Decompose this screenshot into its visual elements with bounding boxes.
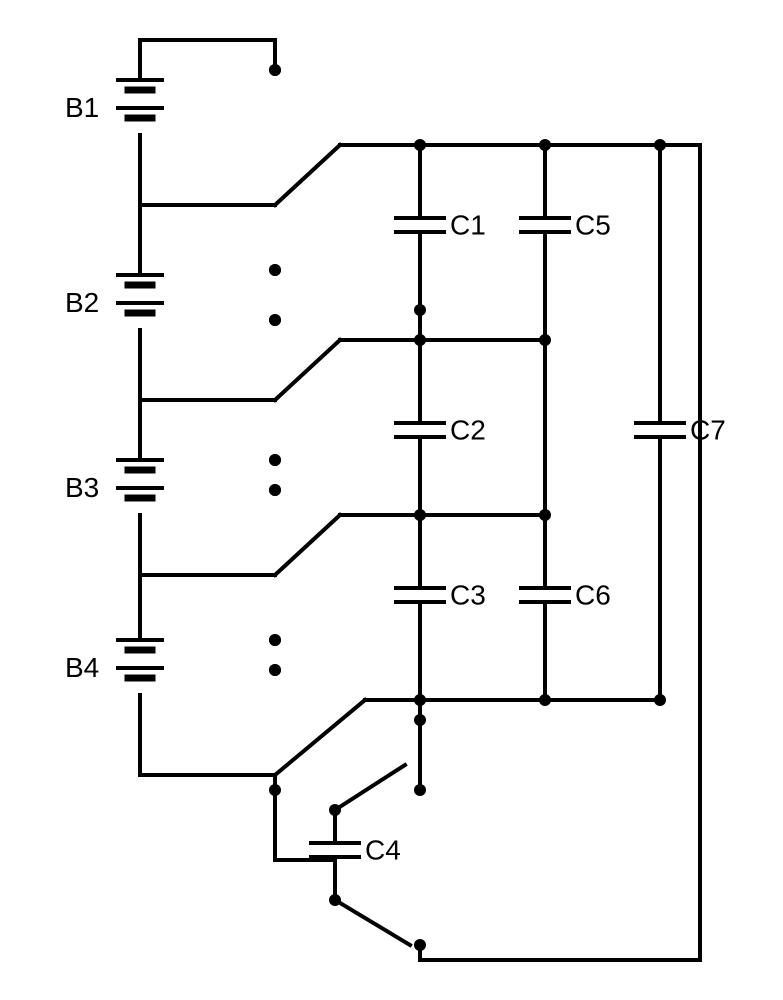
switch-6-arm (335, 900, 410, 945)
node-s3-bot (269, 634, 281, 646)
node-s1-bot (269, 264, 281, 276)
capacitor-C5-label: C5 (575, 209, 611, 240)
node-c5-bot (539, 334, 551, 346)
node-s1-top (269, 64, 281, 76)
circuit-diagram: B1 B2 B3 B4 C1 C2 C3 C4 C5 C6 C7 (0, 0, 783, 1000)
switch-1-arm (275, 145, 340, 205)
capacitor-C4-label: C4 (365, 834, 401, 865)
node-s3-top (269, 484, 281, 496)
switch-5-arm (335, 765, 405, 810)
battery-B4-label: B4 (65, 652, 99, 683)
switch-2-arm (275, 340, 340, 400)
node-s4-common (269, 784, 281, 796)
battery-B2-label: B2 (65, 287, 99, 318)
battery-B1-label: B1 (65, 92, 99, 123)
node-s4-top (269, 664, 281, 676)
switch-3-arm (275, 515, 340, 575)
switch-4-arm (275, 700, 365, 775)
node-c1-bot (414, 304, 426, 316)
node-s2-top (269, 314, 281, 326)
capacitor-C2-label: C2 (450, 414, 486, 445)
node-s2-bot (269, 454, 281, 466)
node-c5-top (539, 139, 551, 151)
node-c6-top (539, 509, 551, 521)
battery-B3-label: B3 (65, 472, 99, 503)
node-c-col-top (414, 139, 426, 151)
capacitor-C1-label: C1 (450, 209, 486, 240)
capacitor-C6-label: C6 (575, 579, 611, 610)
capacitor-C3-label: C3 (450, 579, 486, 610)
capacitor-C7-label: C7 (690, 414, 726, 445)
